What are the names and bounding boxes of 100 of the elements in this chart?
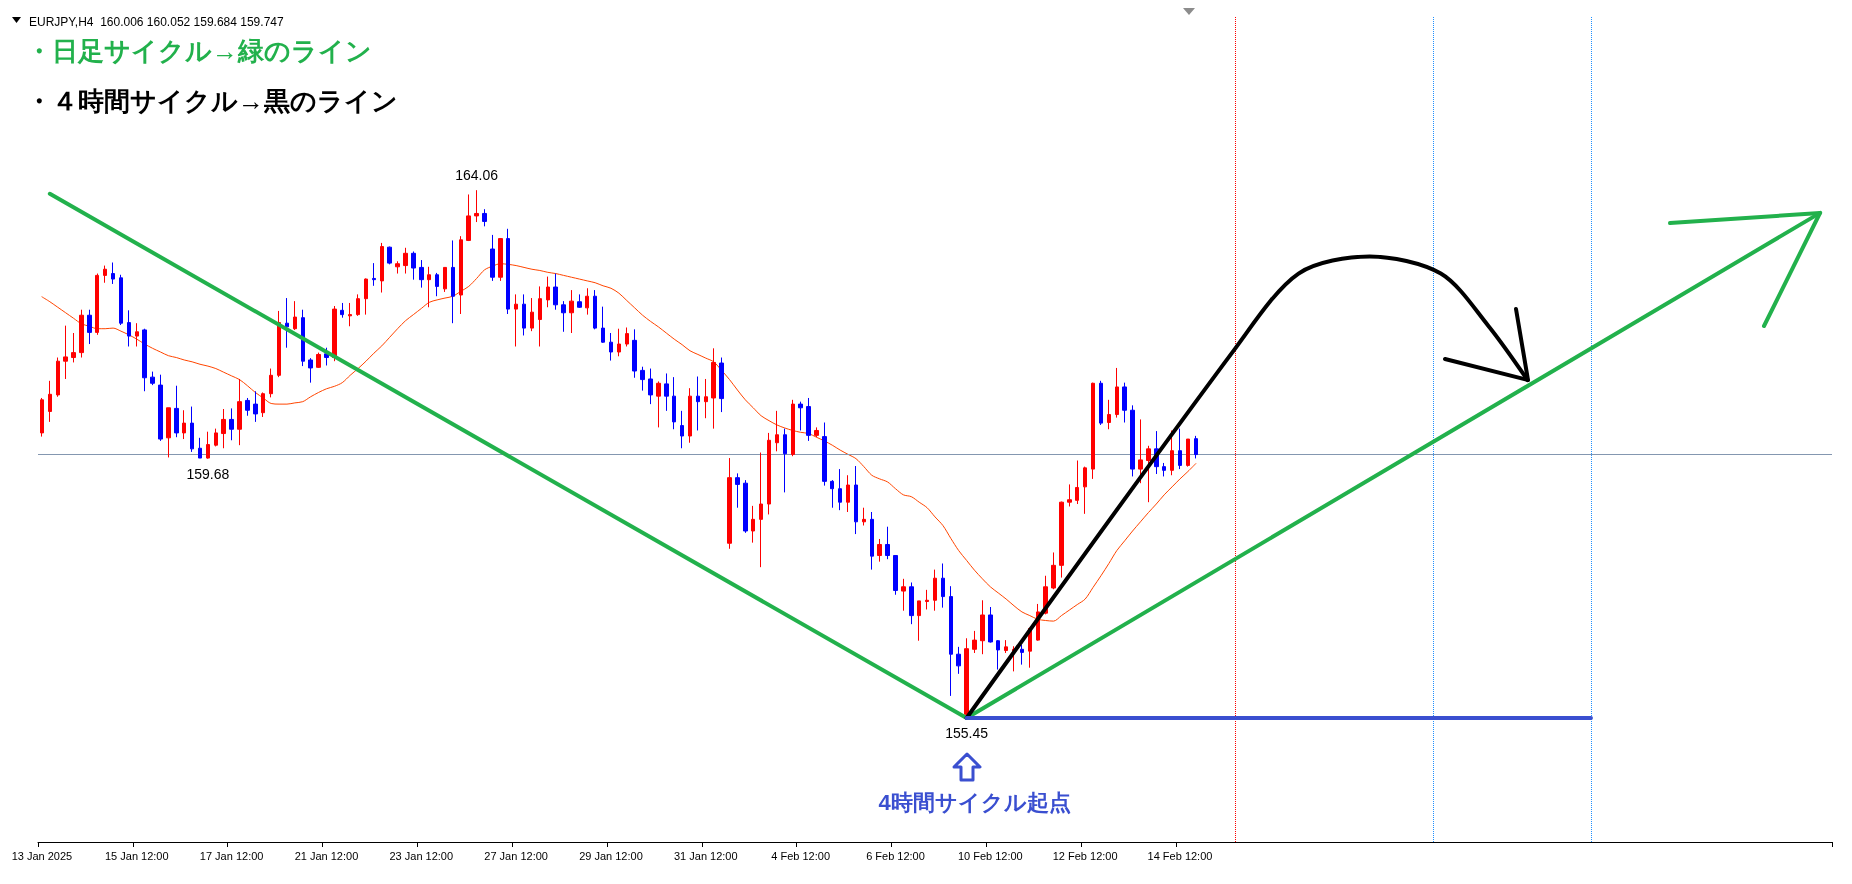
candlestick <box>735 472 740 509</box>
candlestick <box>696 376 700 431</box>
candlestick <box>767 432 771 515</box>
candlestick <box>40 397 44 438</box>
candlestick <box>901 578 906 612</box>
candlestick <box>1186 438 1190 468</box>
candlestick <box>822 422 827 487</box>
candlestick <box>862 507 866 526</box>
candlestick <box>142 328 147 392</box>
candlestick <box>704 378 708 419</box>
candlestick <box>933 569 937 612</box>
candlestick <box>127 309 131 347</box>
candlestick <box>522 293 526 336</box>
candlestick <box>71 332 76 363</box>
candlestick <box>846 474 850 513</box>
candlestick <box>308 357 313 384</box>
candlestick <box>791 399 795 457</box>
candlestick <box>593 289 597 330</box>
candlestick <box>1162 462 1166 477</box>
candlestick <box>530 297 534 332</box>
candlestick <box>1051 551 1056 590</box>
candlestick <box>1099 380 1103 426</box>
candlestick <box>609 332 613 362</box>
candlestick <box>482 208 487 227</box>
candlestick <box>332 305 337 362</box>
x-tick-label: 14 Feb 12:00 <box>1147 849 1213 862</box>
candlestick <box>395 260 400 275</box>
candlestick <box>182 409 186 440</box>
candlestick <box>601 306 605 344</box>
candlestick <box>301 309 305 367</box>
candlestick <box>664 372 669 412</box>
candlestick <box>237 378 242 446</box>
candlestick <box>340 302 344 319</box>
candlestick <box>364 277 368 316</box>
candlestick <box>688 387 692 444</box>
candlestick <box>806 397 811 442</box>
candlestick <box>459 235 463 315</box>
x-tick-label: 17 Jan 12:00 <box>199 849 264 862</box>
candlestick <box>1067 483 1072 507</box>
candlestick <box>656 380 661 428</box>
candlestick <box>941 562 945 609</box>
candlestick <box>1083 466 1087 515</box>
chart-title: EURJPY,H4 160.006 160.052 159.684 159.747 <box>29 15 284 29</box>
candlestick <box>293 300 297 331</box>
x-tick-label: 23 Jan 12:00 <box>389 849 454 862</box>
text: ・４時間サイクル→黒のライン <box>26 86 398 116</box>
candlestick <box>538 285 542 347</box>
candlestick <box>1170 429 1174 476</box>
candlestick <box>150 371 155 386</box>
candlestick <box>893 555 898 596</box>
candlestick <box>403 247 408 275</box>
candlestick <box>585 287 589 316</box>
candlestick <box>775 410 779 452</box>
candlestick <box>980 599 985 655</box>
x-tick-label: 27 Jan 12:00 <box>484 849 548 862</box>
candlestick <box>253 390 258 423</box>
x-tick-label: 15 Jan 12:00 <box>104 849 169 862</box>
candlestick <box>719 357 724 413</box>
candlestick <box>1138 418 1143 484</box>
candlestick <box>814 426 819 438</box>
candlestick <box>751 505 755 544</box>
candlestick <box>435 272 439 297</box>
candlestick <box>387 246 392 265</box>
candlestick <box>87 309 92 345</box>
x-tick-label: 4 Feb 12:00 <box>771 849 831 862</box>
candlestick <box>798 401 803 431</box>
candlestick <box>285 297 289 349</box>
candlestick <box>427 266 431 308</box>
candlestick <box>48 380 52 423</box>
candlestick <box>56 357 60 398</box>
candlestick <box>324 347 329 366</box>
candlestick <box>135 322 139 347</box>
candlestick <box>917 600 921 642</box>
candlestick <box>443 266 447 293</box>
candlestick <box>261 391 265 418</box>
candlestick <box>830 479 834 509</box>
candlestick <box>451 239 455 324</box>
candlestick <box>577 293 582 309</box>
candlestick <box>996 639 1000 671</box>
candlestick <box>1130 404 1135 477</box>
candlestick <box>498 237 503 282</box>
candlestick <box>972 630 977 654</box>
candlestick <box>356 293 360 317</box>
candlestick <box>229 407 234 441</box>
candlestick <box>1194 435 1198 459</box>
candlestick <box>838 468 842 511</box>
candlestick <box>625 326 629 347</box>
candlestick <box>949 585 953 697</box>
annotation: 155.45 <box>945 724 989 741</box>
candlestick <box>79 309 84 359</box>
candlestick <box>1122 382 1127 423</box>
candlestick <box>553 273 558 311</box>
candlestick <box>166 407 171 458</box>
candlestick <box>1107 399 1111 430</box>
candlestick <box>372 262 376 287</box>
candlestick <box>877 538 882 563</box>
candlestick <box>419 259 424 289</box>
candlestick <box>490 234 495 282</box>
candlestick <box>1059 501 1064 579</box>
candlestick <box>956 646 961 675</box>
